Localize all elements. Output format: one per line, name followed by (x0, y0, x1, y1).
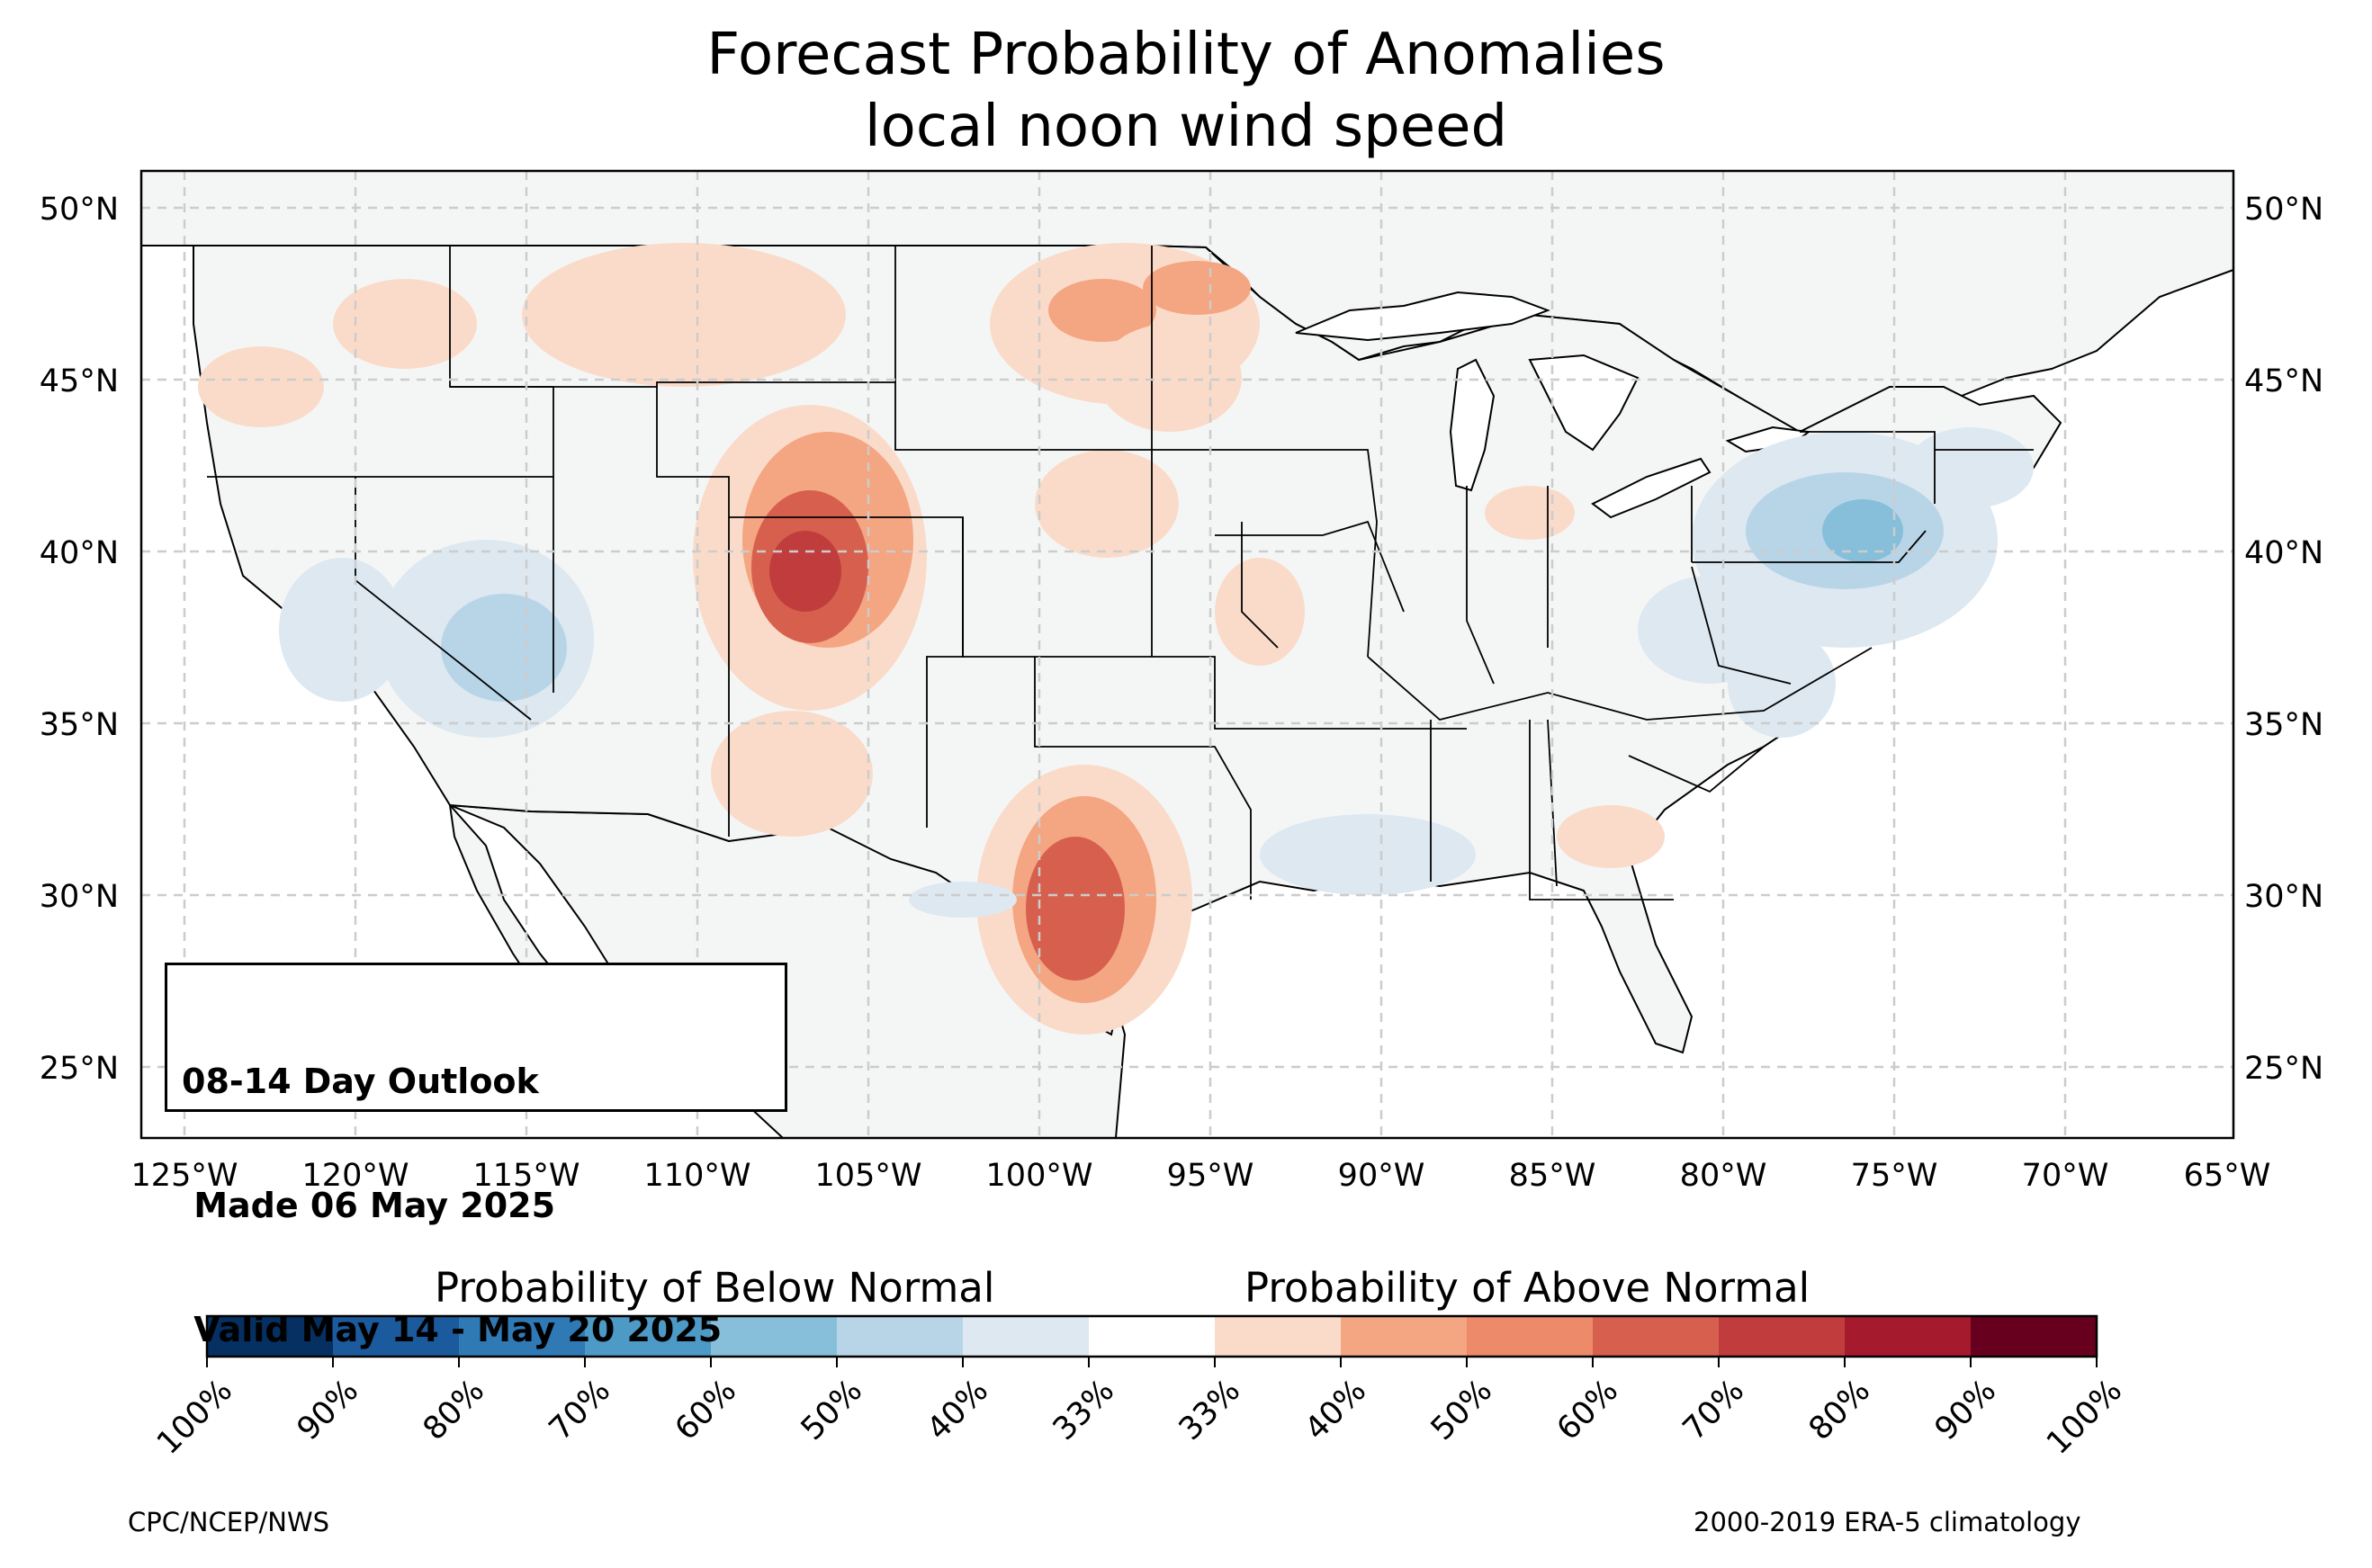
colorbar-segment (207, 1316, 334, 1357)
colorbar-tick-label: 70% (1676, 1373, 1751, 1447)
lat-label: 45°N (2244, 363, 2323, 399)
colorbar-segment (1971, 1316, 2098, 1357)
footer-source: CPC/NCEP/NWS (128, 1507, 330, 1537)
lat-labels-left: 50°N 45°N 40°N 35°N 30°N 25°N (40, 192, 119, 1087)
footer-climatology: 2000-2019 ERA-5 climatology (1694, 1507, 2081, 1537)
colorbar-segment (1341, 1316, 1468, 1357)
lat-label: 40°N (2244, 535, 2323, 571)
lon-label: 115°W (473, 1158, 580, 1194)
outlook-period: 08-14 Day Outlook (182, 1062, 539, 1101)
lake-michigan (1449, 358, 1496, 492)
valid-dates: Valid May 14 - May 20 2025 (182, 1310, 723, 1349)
lon-label: 125°W (131, 1158, 238, 1194)
colorbar-segment (711, 1316, 838, 1357)
lon-label: 70°W (2022, 1158, 2109, 1194)
lon-label: 100°W (986, 1158, 1093, 1194)
lat-label: 35°N (40, 707, 119, 743)
lat-label: 35°N (2244, 707, 2323, 743)
lake-erie (1591, 457, 1712, 519)
colorbar-segment (837, 1316, 964, 1357)
lat-label: 25°N (40, 1051, 119, 1087)
colorbar-segment (1089, 1316, 1216, 1357)
colorbar-segment (1593, 1316, 1720, 1357)
lat-label: 30°N (40, 879, 119, 915)
colorbar-tick-label: 33% (1047, 1373, 1121, 1447)
colorbar-segment (459, 1316, 586, 1357)
map-frame (139, 169, 2235, 1140)
colorbar-segment (333, 1316, 460, 1357)
colorbar-tick-label: 50% (795, 1373, 869, 1447)
colorbar-segment (585, 1316, 712, 1357)
colorbar-tick-label: 80% (1802, 1373, 1877, 1447)
lat-label: 50°N (2244, 192, 2323, 228)
lat-label: 50°N (40, 192, 119, 228)
colorbar-segment (1215, 1316, 1342, 1357)
colorbar-segment (1467, 1316, 1594, 1357)
colorbar-tick-label: 50% (1424, 1373, 1499, 1447)
colorbar-segment (963, 1316, 1090, 1357)
lon-label: 95°W (1167, 1158, 1254, 1194)
lon-label: 85°W (1509, 1158, 1596, 1194)
lat-label: 45°N (40, 363, 119, 399)
chart-title-line1: Forecast Probability of Anomalies (706, 22, 1666, 88)
colorbar-tick-label: 40% (921, 1373, 995, 1447)
below-normal-title: Probability of Below Normal (435, 1264, 995, 1312)
lon-labels: 125°W 120°W 115°W 110°W 105°W 100°W 95°W… (131, 1158, 2271, 1194)
colorbar-tick-label: 90% (1928, 1373, 2003, 1447)
colorbar-tick-label: 40% (1298, 1373, 1373, 1447)
chart-title-line2: local noon wind speed (864, 94, 1508, 160)
lat-label: 30°N (2244, 879, 2323, 915)
lake-superior (1295, 291, 1550, 342)
colorbar-border (205, 1314, 2098, 1358)
outlook-info-box: 08-14 Day Outlook Made 06 May 2025 Valid… (165, 963, 787, 1349)
lon-label: 75°W (1851, 1158, 1938, 1194)
colorbar-segment (1719, 1316, 1846, 1357)
colorbar-tick-label: 100% (2040, 1373, 2129, 1462)
colorbar-tick-label: 60% (1550, 1373, 1625, 1447)
lon-label: 110°W (644, 1158, 751, 1194)
lon-label: 80°W (1680, 1158, 1767, 1194)
lon-label: 65°W (2184, 1158, 2271, 1194)
lat-labels-right: 50°N 45°N 40°N 35°N 30°N 25°N (2244, 192, 2323, 1087)
made-date: Made 06 May 2025 (182, 1186, 556, 1225)
colorbar-segment (1845, 1316, 1972, 1357)
lon-label: 105°W (815, 1158, 922, 1194)
lat-label: 25°N (2244, 1051, 2323, 1087)
colorbar-tick-label: 33% (1173, 1373, 1247, 1447)
lon-label: 120°W (302, 1158, 409, 1194)
above-normal-title: Probability of Above Normal (1244, 1264, 1810, 1312)
lat-label: 40°N (40, 535, 119, 571)
lon-label: 90°W (1338, 1158, 1425, 1194)
